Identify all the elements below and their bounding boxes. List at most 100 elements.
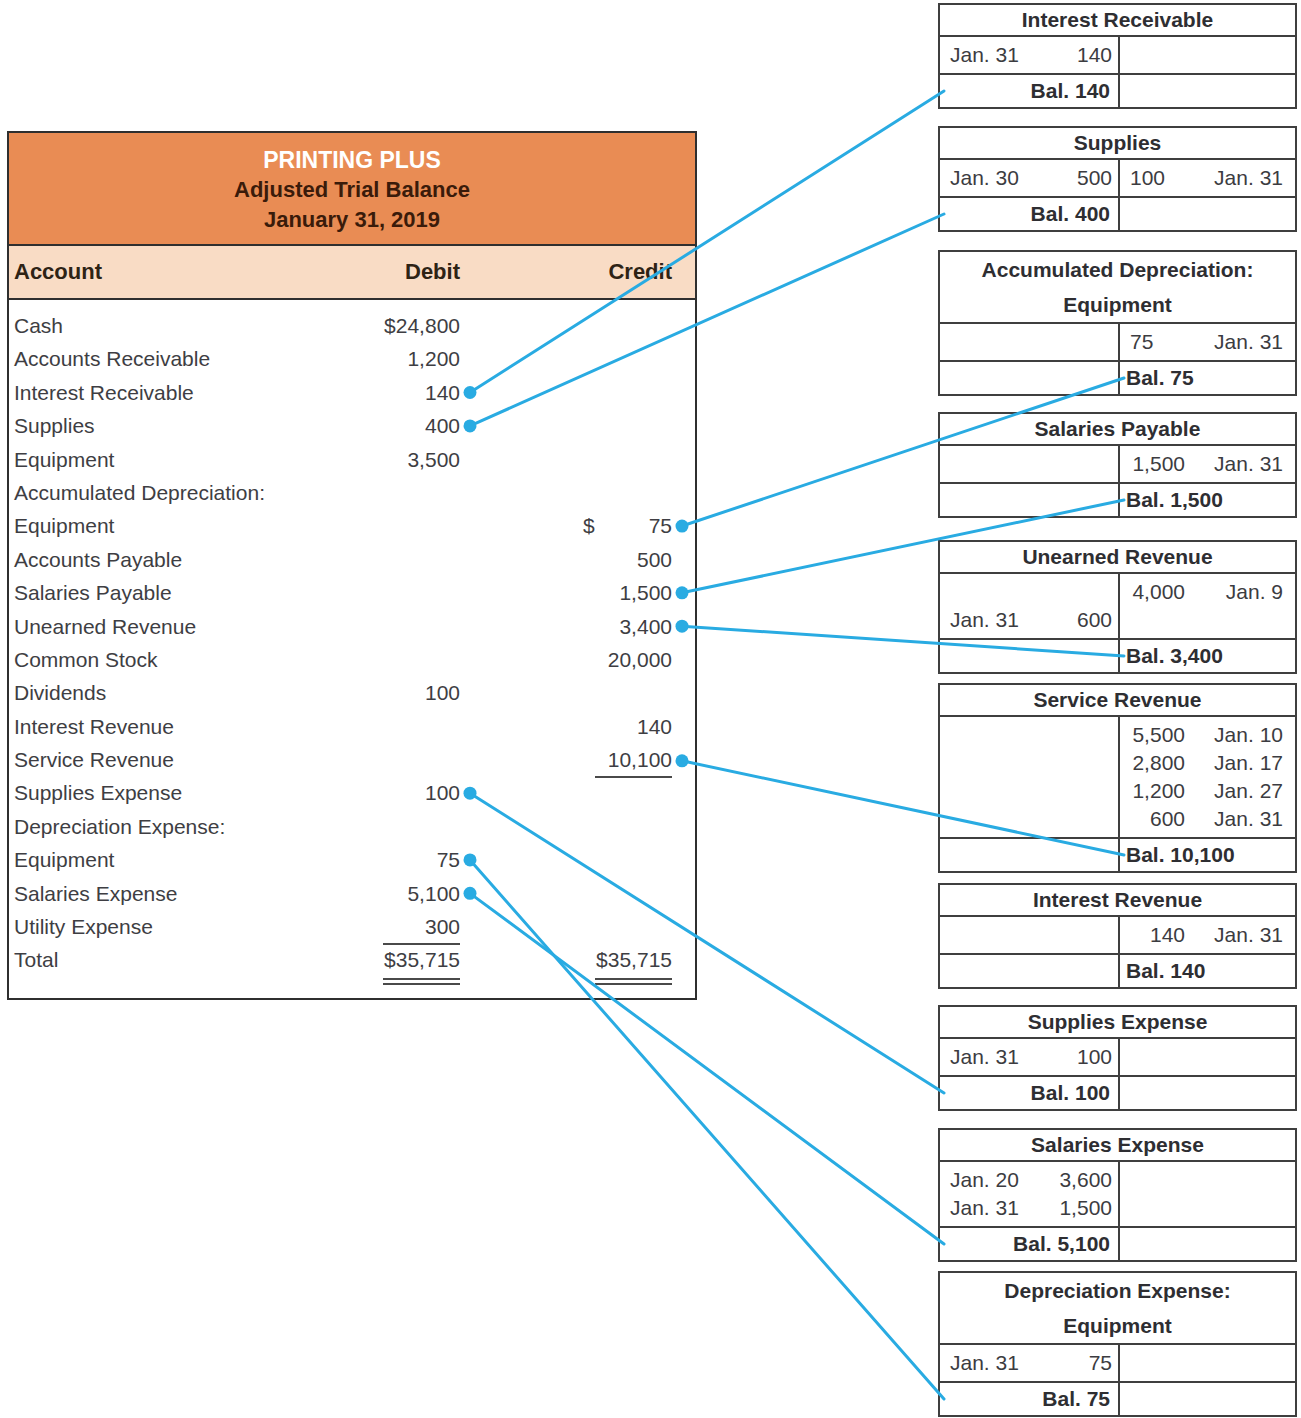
trial-balance-row-interest-receivable: Interest Receivable 140 [9,376,695,409]
company-name: PRINTING PLUS [9,145,695,175]
account-name: Interest Receivable [14,376,194,409]
balance-label: Bal. 1,500 [1126,484,1223,516]
t-account-title: Interest Receivable [940,5,1295,37]
entry-amount: 100 [1128,164,1187,192]
entry-amount: 75 [1128,328,1187,356]
balance-label: Bal. 3,400 [1126,640,1223,672]
t-account-service-revenue: Service Revenue5,500Jan. 102,800Jan. 171… [938,683,1297,873]
entry-amount: 600 [1128,805,1185,833]
account-name: Unearned Revenue [14,610,196,643]
account-name: Utility Expense [14,910,153,943]
t-account-title: Depreciation Expense:Equipment [940,1273,1295,1345]
debit-amount: 3,500 [260,443,460,476]
entry-amount: 500 [1077,164,1112,192]
account-name: Total [14,943,58,976]
debit-amount: 100 [260,776,460,809]
trial-balance-row-accounts-receivable: Accounts Receivable1,200 [9,342,695,375]
account-name: Equipment [14,843,114,876]
column-header-debit: Debit [260,246,460,298]
account-name: Supplies Expense [14,776,182,809]
credit-amount: 500 [472,543,672,576]
dollar-sign: $ [583,509,595,542]
credit-amount: $35,715 [472,943,672,984]
t-account-entry: 4,000 Jan. 9 [940,578,1295,606]
entry-date: Jan. 31 [1214,805,1283,833]
balance-label: Bal. 100 [1031,1077,1110,1109]
t-account-title: Unearned Revenue [940,542,1295,574]
entry-date: Jan. 17 [1214,749,1283,777]
t-account-supplies: SuppliesJan. 30500100Jan. 31Bal. 400 [938,126,1297,232]
credit-amount: 10,100 [472,743,672,778]
account-name: Salaries Expense [14,877,177,910]
entry-amount: 3,600 [1059,1166,1112,1194]
t-account-entry: 75Jan. 31 [940,328,1295,356]
t-account-unearned-revenue: Unearned Revenue 4,000 Jan. 9Jan. 31600 Bal… [938,540,1297,674]
trial-balance-row-common-stock: Common Stock 20,000 [9,643,695,676]
debit-amount: 400 [260,409,460,442]
entry-amount: 140 [1128,921,1185,949]
account-name: Dividends [14,676,106,709]
t-account-title: Service Revenue [940,685,1295,717]
balance-label: Bal. 5,100 [1013,1228,1110,1260]
t-account-entry: 2,800 Jan. 17 [940,749,1295,777]
credit-amount: $75 [583,509,672,542]
debit-amount: 100 [260,676,460,709]
entry-amount: 1,500 [1059,1194,1112,1222]
balance-label: Bal. 400 [1031,198,1110,230]
trial-balance-row-unearned-revenue: Unearned Revenue3,400 [9,610,695,643]
credit-amount: 140 [472,710,672,743]
entry-date: Jan. 10 [1214,721,1283,749]
t-account-entry: 600 Jan. 31 [940,805,1295,833]
t-account-accumulated-depreciation: Accumulated Depreciation:Equipment 75Jan.… [938,250,1297,396]
debit-amount: 300 [260,910,460,945]
t-account-entry: Jan. 31600 [940,606,1295,634]
column-header-credit: Credit [472,246,672,298]
credit-amount: 1,500 [472,576,672,609]
trial-balance-row-accumulated-depreciation-equipment: Equipment $75 [9,509,695,542]
account-name: Supplies [14,409,95,442]
account-name: Service Revenue [14,743,174,776]
t-account-title: Interest Revenue [940,885,1295,917]
entry-date: Jan. 27 [1214,777,1283,805]
entry-amount: 75 [1089,1349,1112,1377]
account-name: Depreciation Expense: [14,810,225,843]
t-account-entry: 140 Jan. 31 [940,921,1295,949]
entry-date: Jan. 9 [1226,578,1283,606]
entry-amount: 2,800 [1128,749,1185,777]
t-account-title: Accumulated Depreciation:Equipment [940,252,1295,324]
trial-balance-row-service-revenue: Service Revenue 10,100 [9,743,695,776]
t-account-salaries-payable: Salaries Payable1,500Jan. 31Bal. 1,500 [938,412,1297,518]
t-account-entry: 1,200Jan. 27 [940,777,1295,805]
account-name: Accounts Payable [14,543,182,576]
account-name: Equipment [14,509,114,542]
entry-date: Jan. 31 [950,1349,1019,1377]
balance-label: Bal. 10,100 [1126,839,1235,871]
balance-label: Bal. 75 [1126,362,1194,394]
entry-date: Jan. 31 [1214,450,1283,478]
t-account-supplies-expense: Supplies ExpenseJan. 31100Bal. 100 [938,1005,1297,1111]
account-name: Salaries Payable [14,576,172,609]
account-name: Accumulated Depreciation: [14,476,265,509]
entry-amount: 4,000 [1128,578,1185,606]
trial-balance-row-supplies: Supplies 400 [9,409,695,442]
debit-amount: $24,800 [260,309,460,342]
t-account-title: Supplies [940,128,1295,160]
report-date: January 31, 2019 [9,205,695,235]
t-account-salaries-expense: Salaries ExpenseJan. 203,600Jan. 311,500… [938,1128,1297,1262]
debit-amount: $35,715 [260,943,460,984]
entry-date: Jan. 31 [950,41,1019,69]
trial-balance-row-cash: Cash$24,800 [9,309,695,342]
debit-amount: 140 [260,376,460,409]
account-name: Common Stock [14,643,158,676]
account-name: Interest Revenue [14,710,174,743]
t-account-interest-revenue: Interest Revenue140Jan. 31Bal. 140 [938,883,1297,989]
debit-amount: 5,100 [260,877,460,910]
credit-amount: 20,000 [472,643,672,676]
t-account-entry: Jan. 30500100Jan. 31 [940,164,1295,192]
entry-date: Jan. 31 [1214,921,1283,949]
adjusted-trial-balance-figure: PRINTING PLUS Adjusted Trial Balance Jan… [0,0,1301,1418]
entry-date: Jan. 31 [950,1043,1019,1071]
entry-amount: 100 [1077,1043,1112,1071]
entry-date: Jan. 31 [1214,164,1283,192]
trial-balance-row-total: Total$35,715$35,715 [9,943,695,976]
